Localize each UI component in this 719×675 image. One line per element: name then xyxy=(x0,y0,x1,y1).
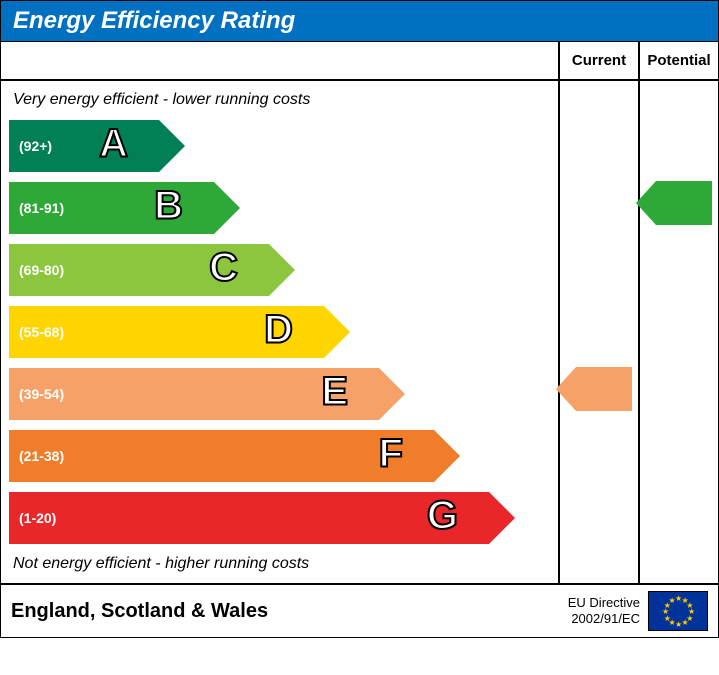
bottom-note: Not energy efficient - higher running co… xyxy=(13,555,550,573)
epc-rating-chart: Energy Efficiency Rating Current Potenti… xyxy=(0,0,719,638)
eu-star-icon: ★ xyxy=(675,620,682,630)
band-row-e: (39-54) E xyxy=(9,365,550,423)
band-row-a: (92+) A xyxy=(9,117,550,175)
footer-region: England, Scotland & Wales xyxy=(11,600,268,623)
potential-column: 83 xyxy=(638,81,718,583)
band-range-f: (21-38) xyxy=(9,448,64,464)
header-spacer xyxy=(1,42,558,81)
band-letter-b: B xyxy=(154,183,184,228)
band-bar-a: (92+) A xyxy=(9,120,159,172)
bars-container: (92+) A (81-91) B (69-80) C (55-68) D (39-54) E (2… xyxy=(9,117,550,547)
footer-directive: EU Directive 2002/91/EC ★★★★★★★★★★★★ xyxy=(568,591,708,631)
bars-area: Very energy efficient - lower running co… xyxy=(1,81,558,583)
top-note: Very energy efficient - lower running co… xyxy=(13,91,550,109)
band-letter-g: G xyxy=(427,493,459,538)
band-row-g: (1-20) G xyxy=(9,489,550,547)
eu-directive-line2: 2002/91/EC xyxy=(568,611,640,627)
current-column: 44 xyxy=(558,81,638,583)
band-range-b: (81-91) xyxy=(9,200,64,216)
potential-pointer-value: 83 xyxy=(656,181,712,225)
band-range-e: (39-54) xyxy=(9,386,64,402)
eu-star-icon: ★ xyxy=(669,596,676,606)
current-pointer: 44 xyxy=(576,367,632,411)
band-row-d: (55-68) D xyxy=(9,303,550,361)
band-row-f: (21-38) F xyxy=(9,427,550,485)
band-bar-g: (1-20) G xyxy=(9,492,489,544)
band-bar-f: (21-38) F xyxy=(9,430,434,482)
band-range-g: (1-20) xyxy=(9,510,56,526)
chart-grid: Current Potential Very energy efficient … xyxy=(1,41,718,583)
header-potential: Potential xyxy=(638,42,718,81)
band-range-d: (55-68) xyxy=(9,324,64,340)
band-bar-c: (69-80) C xyxy=(9,244,269,296)
eu-directive-text: EU Directive 2002/91/EC xyxy=(568,595,640,626)
band-letter-c: C xyxy=(209,245,239,290)
band-letter-d: D xyxy=(264,307,294,352)
eu-directive-line1: EU Directive xyxy=(568,595,640,611)
eu-star-icon: ★ xyxy=(682,618,689,628)
band-bar-d: (55-68) D xyxy=(9,306,324,358)
chart-title: Energy Efficiency Rating xyxy=(1,1,718,41)
footer: England, Scotland & Wales EU Directive 2… xyxy=(1,583,718,637)
band-bar-b: (81-91) B xyxy=(9,182,214,234)
band-letter-f: F xyxy=(379,431,404,476)
band-range-c: (69-80) xyxy=(9,262,64,278)
band-range-a: (92+) xyxy=(9,138,52,154)
eu-flag-icon: ★★★★★★★★★★★★ xyxy=(648,591,708,631)
band-letter-a: A xyxy=(99,121,129,166)
current-pointer-value: 44 xyxy=(576,367,632,411)
potential-pointer: 83 xyxy=(656,181,712,225)
band-letter-e: E xyxy=(321,369,349,414)
band-bar-e: (39-54) E xyxy=(9,368,379,420)
band-row-b: (81-91) B xyxy=(9,179,550,237)
header-current: Current xyxy=(558,42,638,81)
band-row-c: (69-80) C xyxy=(9,241,550,299)
